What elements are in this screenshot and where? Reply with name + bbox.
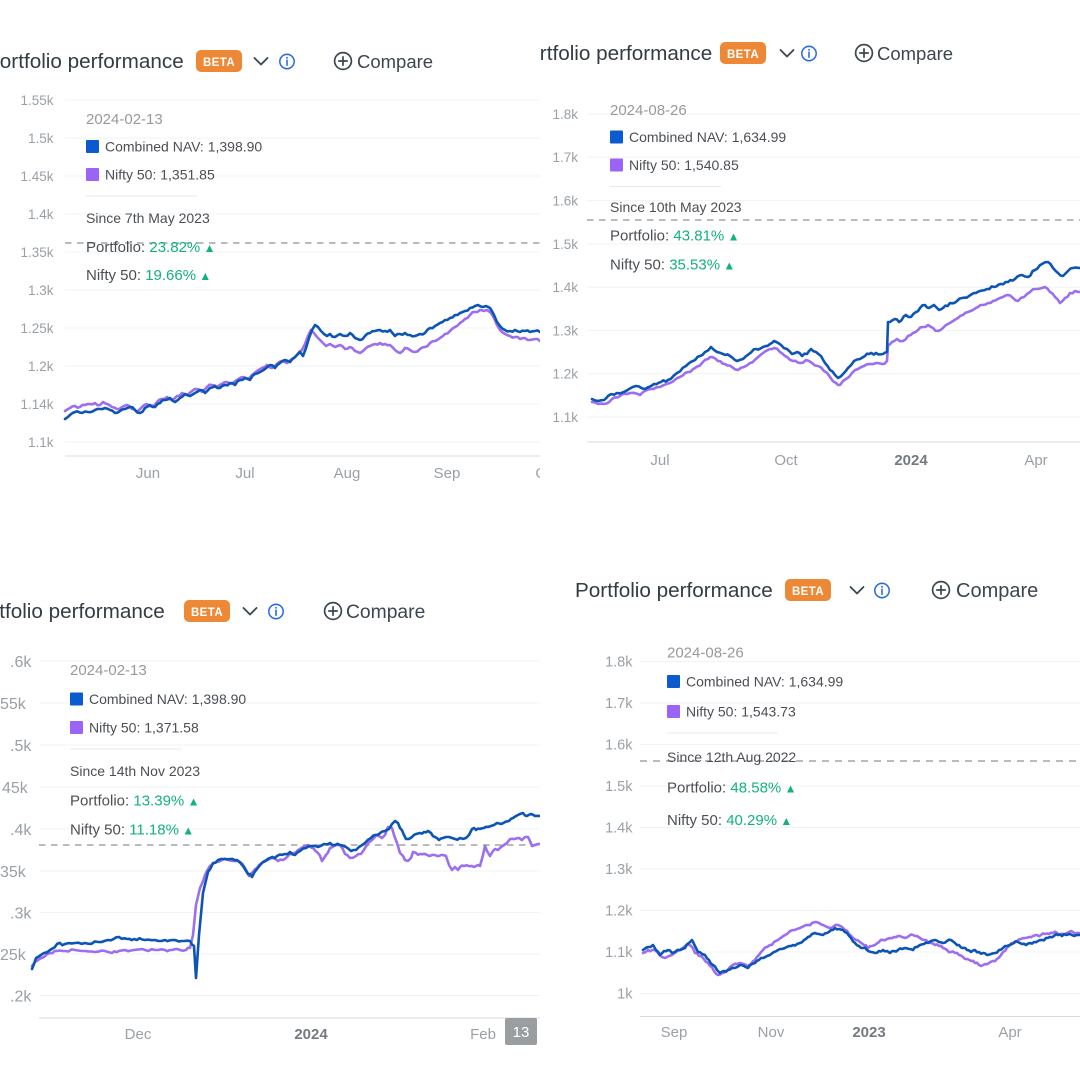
svg-text:.4k: .4k [10, 822, 32, 839]
svg-text:BETA: BETA [792, 586, 824, 598]
svg-text:Oct: Oct [535, 465, 559, 482]
svg-text:1.4k: 1.4k [28, 207, 54, 222]
svg-text:Jun: Jun [136, 465, 160, 482]
svg-text:1.3k: 1.3k [605, 862, 633, 878]
svg-text:35k: 35k [0, 864, 27, 881]
svg-text:1.45k: 1.45k [20, 169, 53, 184]
svg-text:2023: 2023 [852, 1024, 885, 1041]
svg-text:Portfolio: 23.82% ▲: Portfolio: 23.82% ▲ [86, 239, 215, 256]
svg-text:Nov: Nov [758, 1024, 785, 1041]
svg-text:Combined NAV: 1,634.99: Combined NAV: 1,634.99 [686, 674, 843, 690]
svg-text:1.7k: 1.7k [552, 150, 578, 165]
svg-text:Nifty 50: 1,351.85: Nifty 50: 1,351.85 [105, 167, 215, 183]
svg-text:Compare: Compare [346, 602, 425, 623]
svg-text:2024-02-13: 2024-02-13 [86, 111, 163, 128]
svg-text:1.6k: 1.6k [605, 738, 633, 754]
svg-text:.3k: .3k [10, 905, 32, 922]
svg-text:Since 12th Aug 2022: Since 12th Aug 2022 [667, 749, 796, 765]
svg-text:Sep: Sep [661, 1024, 688, 1041]
svg-text:45k: 45k [2, 780, 29, 797]
svg-text:Portfolio performance: Portfolio performance [0, 50, 184, 73]
svg-text:1.3k: 1.3k [552, 323, 578, 338]
svg-text:1.5k: 1.5k [28, 131, 54, 146]
svg-text:Compare: Compare [357, 51, 433, 72]
svg-text:Nifty 50: 19.66% ▲: Nifty 50: 19.66% ▲ [86, 267, 211, 284]
svg-text:Apr: Apr [998, 1024, 1021, 1041]
svg-text:Combined NAV: 1,398.90: Combined NAV: 1,398.90 [89, 691, 246, 707]
svg-text:1k: 1k [617, 987, 633, 1003]
svg-text:Since 14th Nov 2023: Since 14th Nov 2023 [70, 763, 200, 779]
svg-text:1.2k: 1.2k [28, 359, 54, 374]
svg-text:1.5k: 1.5k [552, 237, 578, 252]
svg-text:55k: 55k [0, 696, 27, 713]
svg-text:Portfolio performance: Portfolio performance [515, 42, 713, 65]
svg-text:1.14k: 1.14k [20, 397, 53, 412]
svg-text:Apr: Apr [1024, 452, 1047, 469]
svg-text:2024-02-13: 2024-02-13 [70, 662, 147, 679]
svg-text:Nifty 50: 35.53% ▲: Nifty 50: 35.53% ▲ [610, 257, 735, 274]
svg-text:Nifty 50: 40.29% ▲: Nifty 50: 40.29% ▲ [667, 812, 792, 829]
svg-text:Compare: Compare [877, 43, 953, 64]
svg-text:Oct: Oct [774, 452, 798, 469]
svg-text:1.3k: 1.3k [28, 283, 54, 298]
svg-text:BETA: BETA [727, 49, 759, 61]
svg-text:Nifty 50: 1,543.73: Nifty 50: 1,543.73 [686, 704, 796, 720]
svg-text:1.4k: 1.4k [605, 821, 633, 837]
svg-text:1.1k: 1.1k [552, 410, 578, 425]
svg-text:1.8k: 1.8k [605, 655, 633, 671]
svg-text:1.8k: 1.8k [552, 107, 578, 122]
svg-text:13: 13 [513, 1024, 530, 1041]
svg-text:.6k: .6k [10, 654, 32, 671]
svg-text:1.7k: 1.7k [605, 696, 633, 712]
svg-text:BETA: BETA [203, 57, 235, 69]
svg-text:1.35k: 1.35k [20, 245, 53, 260]
svg-text:Sep: Sep [434, 465, 461, 482]
svg-text:Nifty 50: 1,371.58: Nifty 50: 1,371.58 [89, 720, 199, 736]
svg-text:Since 10th May 2023: Since 10th May 2023 [610, 199, 742, 215]
svg-text:Nifty 50: 1,540.85: Nifty 50: 1,540.85 [629, 157, 739, 173]
svg-text:Combined NAV: 1,634.99: Combined NAV: 1,634.99 [629, 129, 786, 145]
svg-text:1.1k: 1.1k [605, 945, 633, 961]
svg-text:Combined NAV: 1,398.90: Combined NAV: 1,398.90 [105, 139, 262, 155]
svg-text:Feb: Feb [470, 1026, 496, 1043]
svg-text:1.4k: 1.4k [552, 280, 578, 295]
svg-text:25k: 25k [0, 947, 27, 964]
svg-text:Aug: Aug [334, 465, 361, 482]
svg-text:Portfolio: 13.39% ▲: Portfolio: 13.39% ▲ [70, 793, 199, 810]
svg-text:1.1k: 1.1k [28, 435, 54, 450]
svg-text:2024: 2024 [894, 452, 928, 469]
svg-text:1.2k: 1.2k [552, 367, 578, 382]
svg-text:Portfolio: 48.58% ▲: Portfolio: 48.58% ▲ [667, 780, 796, 797]
svg-text:1.6k: 1.6k [552, 193, 578, 208]
svg-text:1.2k: 1.2k [605, 904, 633, 920]
svg-text:2024: 2024 [294, 1026, 328, 1043]
svg-text:Jul: Jul [235, 465, 254, 482]
svg-text:2024-08-26: 2024-08-26 [610, 102, 687, 119]
svg-text:Jul: Jul [650, 452, 669, 469]
svg-text:Portfolio performance: Portfolio performance [575, 579, 773, 602]
svg-text:1.25k: 1.25k [20, 321, 53, 336]
svg-text:2024-08-26: 2024-08-26 [667, 645, 744, 662]
svg-text:.2k: .2k [10, 988, 32, 1005]
svg-text:Compare: Compare [956, 580, 1038, 602]
svg-text:Nifty 50: 11.18% ▲: Nifty 50: 11.18% ▲ [70, 822, 194, 839]
svg-text:1.5k: 1.5k [605, 779, 633, 795]
svg-text:.5k: .5k [10, 738, 32, 755]
svg-text:Since 7th May 2023: Since 7th May 2023 [86, 210, 210, 226]
svg-text:Portfolio performance: Portfolio performance [0, 600, 165, 623]
svg-text:Portfolio: 43.81% ▲: Portfolio: 43.81% ▲ [610, 228, 739, 245]
svg-text:1.55k: 1.55k [20, 93, 53, 108]
svg-text:Dec: Dec [125, 1026, 152, 1043]
svg-text:BETA: BETA [191, 607, 223, 619]
